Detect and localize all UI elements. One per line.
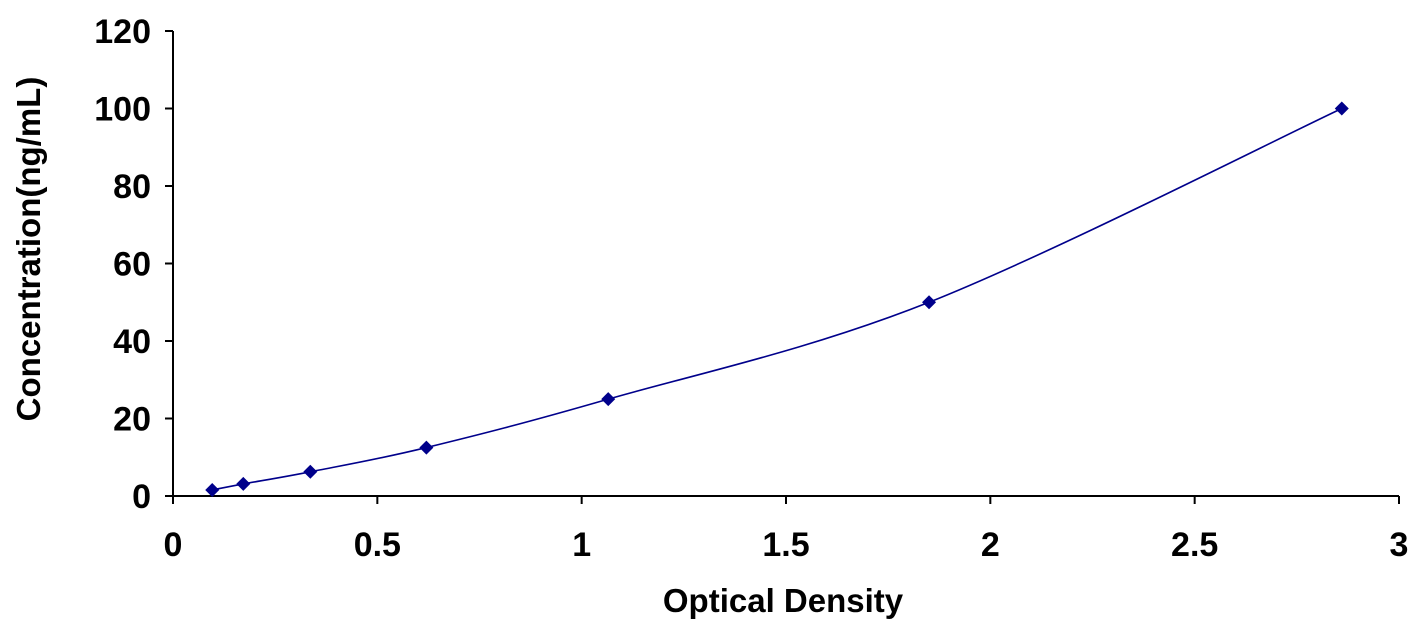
y-tick-label: 80 bbox=[113, 168, 151, 206]
y-axis-title: Concentration(ng/mL) bbox=[10, 77, 47, 422]
y-tick-label: 100 bbox=[94, 91, 151, 129]
x-tick-label: 0.5 bbox=[354, 526, 401, 564]
data-point-marker bbox=[303, 464, 318, 479]
y-tick-label: 0 bbox=[132, 478, 151, 516]
y-tick-label: 20 bbox=[113, 401, 151, 439]
x-axis-title: Optical Density bbox=[663, 582, 904, 619]
x-tick-label: 1 bbox=[572, 526, 591, 564]
data-point-marker bbox=[922, 295, 937, 310]
y-tick-label: 40 bbox=[113, 323, 151, 361]
x-tick-label: 0 bbox=[164, 526, 183, 564]
x-axis-ticks: 0 0.5 1 1.5 2 2.5 3 bbox=[164, 496, 1409, 564]
x-tick-label: 3 bbox=[1390, 526, 1409, 564]
axes bbox=[172, 31, 1399, 497]
data-point-marker bbox=[205, 482, 220, 497]
x-tick-label: 2 bbox=[981, 526, 1000, 564]
data-point-marker bbox=[601, 392, 616, 407]
data-point-marker bbox=[236, 476, 251, 491]
data-point-marker bbox=[1334, 101, 1349, 116]
x-tick-label: 1.5 bbox=[762, 526, 809, 564]
series-curve bbox=[212, 107, 1343, 491]
y-tick-label: 60 bbox=[113, 246, 151, 284]
data-points bbox=[205, 101, 1349, 497]
y-axis-ticks: 0 20 40 60 80 100 120 bbox=[94, 13, 173, 516]
y-tick-label: 120 bbox=[94, 13, 151, 51]
x-tick-label: 2.5 bbox=[1171, 526, 1218, 564]
data-point-marker bbox=[419, 440, 434, 455]
